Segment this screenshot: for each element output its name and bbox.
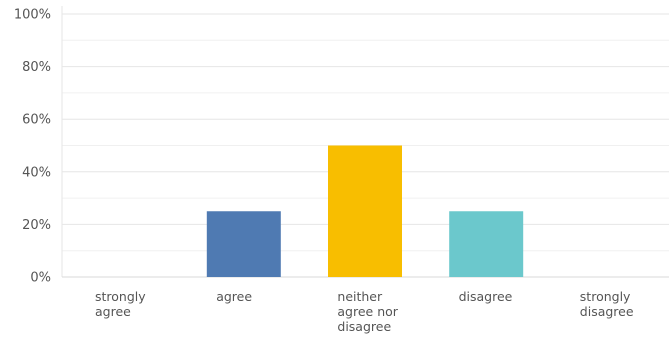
x-category-label: agree xyxy=(216,289,252,304)
y-tick-label: 100% xyxy=(14,8,51,23)
x-category-label: strongly xyxy=(580,289,631,304)
bar xyxy=(206,211,281,277)
y-tick-label: 40% xyxy=(22,165,51,180)
x-category-label: neither xyxy=(337,289,383,304)
y-tick-label: 80% xyxy=(22,60,51,75)
x-category-label: disagree xyxy=(580,304,634,319)
x-category-label: agree xyxy=(95,304,131,319)
x-category-label: disagree xyxy=(337,319,391,334)
bars xyxy=(206,145,524,277)
y-tick-label: 60% xyxy=(22,113,51,128)
x-category-label: disagree xyxy=(459,289,513,304)
y-axis-tick-labels: 0% 20% 40% 60% 80% 100% xyxy=(14,8,51,286)
x-category-label: agree nor xyxy=(337,304,398,319)
y-tick-label: 0% xyxy=(30,271,51,286)
bar xyxy=(328,145,402,277)
y-tick-label: 20% xyxy=(22,218,51,233)
x-category-label: strongly xyxy=(95,289,146,304)
bar xyxy=(449,211,524,277)
